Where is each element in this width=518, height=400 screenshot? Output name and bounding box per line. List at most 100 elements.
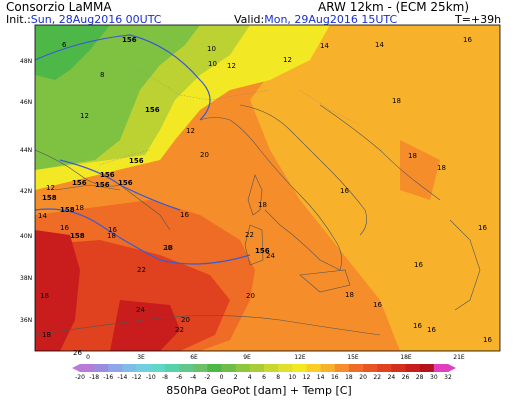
legend-swatch <box>320 364 336 372</box>
init-value: Sun, 28Aug2016 00UTC <box>30 13 162 26</box>
geopotential-label: 158 <box>42 194 57 202</box>
init-time: Init.:Sun, 28Aug2016 00UTC <box>6 13 162 26</box>
legend-tick-label: 10 <box>288 374 296 381</box>
temperature-label: 16 <box>414 261 423 269</box>
borders <box>99 69 361 166</box>
legend-arrow-low <box>72 364 80 372</box>
legend-tick-label: -18 <box>89 374 99 381</box>
map-frame <box>34 24 501 352</box>
temperature-label: 16 <box>373 301 382 309</box>
latitude-label: 42N <box>20 188 32 195</box>
temperature-zone-6 <box>35 25 110 80</box>
map-title: Consorzio LaMMA <box>6 0 112 14</box>
valid-label: Valid: <box>234 13 265 26</box>
color-legend: -20 -18 -16 -14 -12 -10 -8 -6 -4 -2 0 2 4 6 8 10 12 14 16 1… <box>72 364 456 381</box>
legend-tick-label: 24 <box>388 374 396 381</box>
contour-158 <box>35 208 251 265</box>
legend-swatch <box>249 364 265 372</box>
geopotential-label: 156 <box>129 157 144 165</box>
temperature-label: 18 <box>164 244 173 252</box>
legend-swatch <box>334 364 350 372</box>
legend-swatch <box>193 364 208 372</box>
temperature-label: 18 <box>42 331 51 339</box>
legend-tick-label: 16 <box>331 374 339 381</box>
temperature-label: 14 <box>320 42 329 50</box>
legend-swatch <box>348 364 364 372</box>
temperature-label: 24 <box>136 306 145 314</box>
legend-swatch <box>179 364 194 372</box>
temperature-label: 8 <box>100 71 104 79</box>
temperature-label: 22 <box>245 231 254 239</box>
legend-tick-label: -6 <box>176 374 182 381</box>
temperature-label: 20 <box>246 292 255 300</box>
border-pyrenees <box>99 149 151 166</box>
temperature-zone-26-south <box>110 300 180 351</box>
temperature-label: 18 <box>258 201 267 209</box>
legend-tick-label: 12 <box>303 374 311 381</box>
longitude-label: 15E <box>347 354 359 361</box>
legend-swatch <box>264 364 279 372</box>
longitude-label: 0 <box>86 354 90 361</box>
longitude-labels: 0 3E 6E 9E 12E 15E 18E 21E <box>86 354 465 361</box>
init-label: Init.: <box>6 13 31 26</box>
legend-tick-label: 28 <box>416 374 424 381</box>
legend-tick-label: 22 <box>373 374 381 381</box>
coastline-greece <box>449 219 481 311</box>
legend-tick-label: -20 <box>75 374 85 381</box>
legend-swatch <box>207 364 222 372</box>
legend-tick-label: 30 <box>430 374 438 381</box>
latitude-label: 48N <box>20 58 32 65</box>
temperature-label: 18 <box>392 97 401 105</box>
legend-tick-label: 8 <box>276 374 280 381</box>
longitude-label: 6E <box>190 354 198 361</box>
legend-swatch <box>306 364 321 372</box>
legend-tick-label: 14 <box>317 374 325 381</box>
longitude-label: 12E <box>294 354 306 361</box>
coastlines <box>35 104 481 336</box>
temperature-label: 14 <box>375 41 384 49</box>
legend-swatch <box>122 364 137 372</box>
geopotential-label: 156 <box>122 36 137 44</box>
temperature-label: 12 <box>227 62 236 70</box>
temperature-label: 6 <box>62 41 67 49</box>
legend-swatch <box>419 364 435 372</box>
temperature-label: 22 <box>175 326 184 334</box>
lead-time: T=+39h <box>455 13 502 26</box>
coastline-italy-east <box>239 104 367 236</box>
contour-156-north <box>35 34 211 121</box>
temperature-label: 18 <box>75 204 84 212</box>
legend-swatch <box>363 364 378 372</box>
temperature-label: 16 <box>180 211 189 219</box>
legend-tick-label: 20 <box>359 374 367 381</box>
legend-tick-label: 32 <box>444 374 452 381</box>
temperature-label: 18 <box>437 164 446 172</box>
geopotential-label: 156 <box>95 181 110 189</box>
temperature-label: 18 <box>408 152 417 160</box>
contour-156-south <box>59 159 181 211</box>
longitude-label: 3E <box>137 354 145 361</box>
legend-swatch <box>164 364 180 372</box>
temperature-label: 22 <box>137 266 146 274</box>
coastline-italy-west <box>199 117 342 271</box>
legend-swatch <box>94 364 109 372</box>
legend-tick-label: 26 <box>402 374 410 381</box>
border-slovenia <box>299 89 361 126</box>
longitude-label: 21E <box>453 354 465 361</box>
temperature-label: 16 <box>413 322 422 330</box>
legend-tick-label: -12 <box>132 374 142 381</box>
legend-tick-labels: -20 -18 -16 -14 -12 -10 -8 -6 -4 -2 0 2 4 6 8 10 12 14 16 1… <box>75 374 452 381</box>
temperature-label: 12 <box>80 112 89 120</box>
legend-swatch <box>221 364 236 372</box>
border-alps <box>139 69 271 101</box>
legend-tick-label: 4 <box>248 374 252 381</box>
legend-tick-label: 0 <box>220 374 224 381</box>
legend-tick-label: -8 <box>162 374 168 381</box>
temperature-label: 12 <box>186 127 195 135</box>
temperature-label: 20 <box>181 316 190 324</box>
coastline-north-africa <box>35 315 381 336</box>
geopotential-label: 156 <box>255 247 270 255</box>
legend-tick-label: -14 <box>118 374 128 381</box>
temperature-label: 14 <box>38 212 47 220</box>
coastline-sicily <box>299 269 351 293</box>
